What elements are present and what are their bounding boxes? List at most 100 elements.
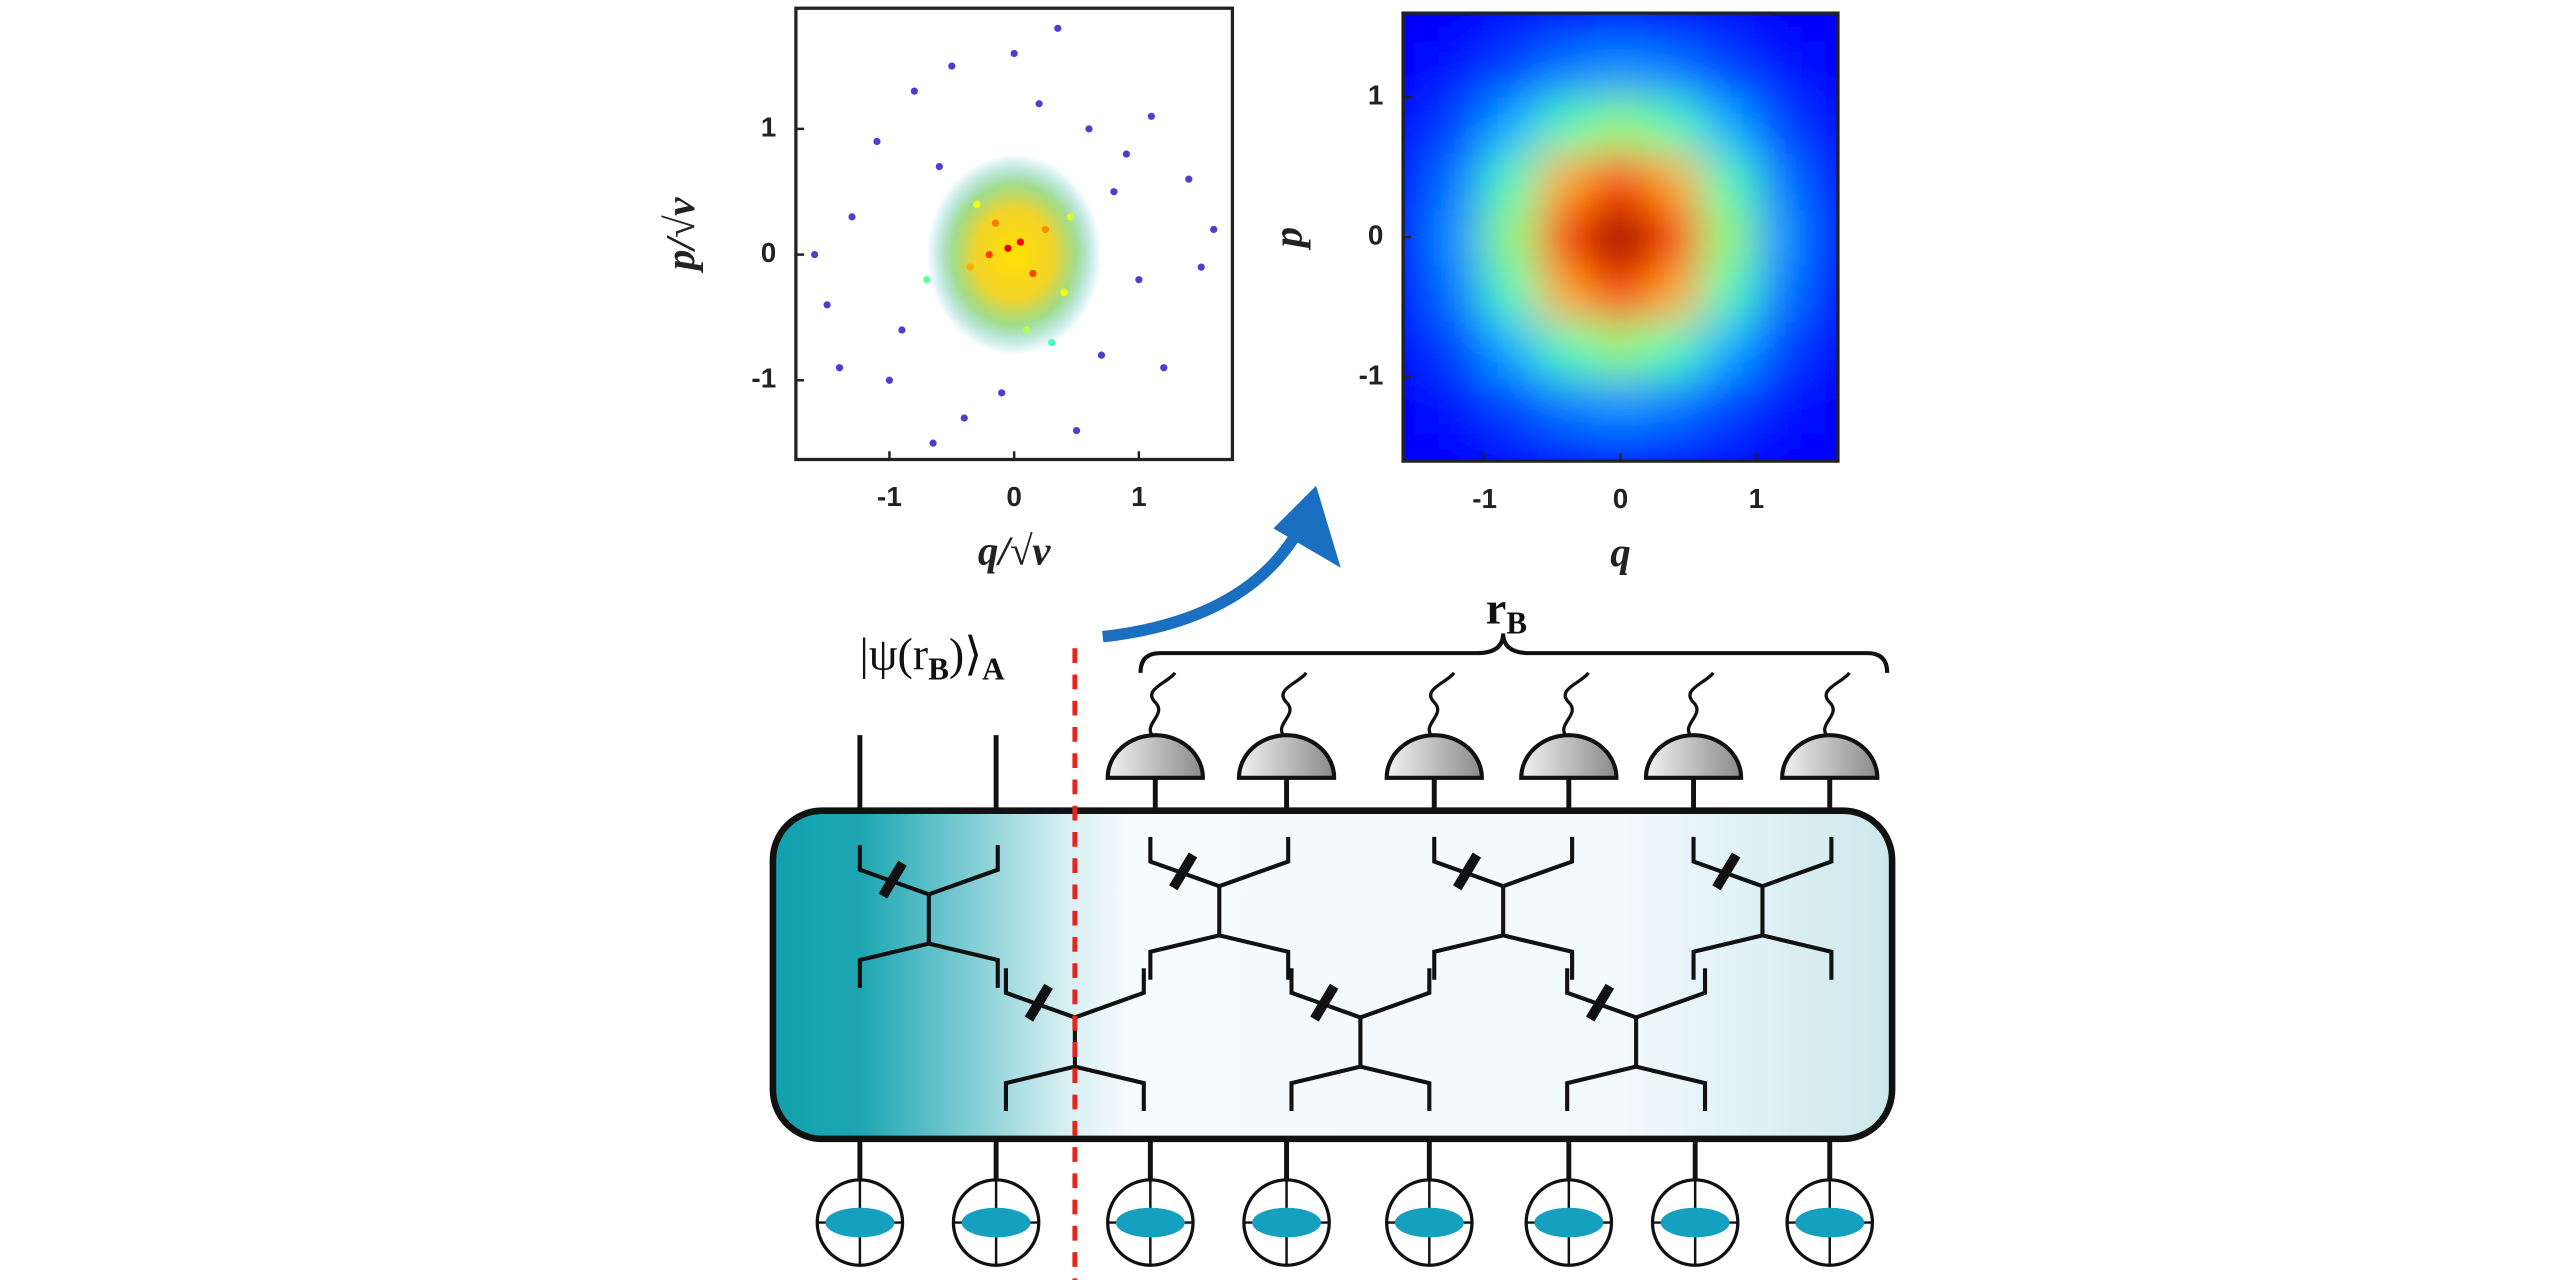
beam-splitter bbox=[1565, 968, 1708, 1111]
x-tick-label: 1 bbox=[1749, 483, 1765, 514]
heatmap-cell bbox=[1809, 432, 1838, 462]
heatmap-cell bbox=[1592, 96, 1649, 154]
point bbox=[1160, 364, 1168, 372]
point bbox=[1023, 326, 1031, 334]
label-part: A bbox=[982, 651, 1005, 686]
point bbox=[1029, 269, 1037, 278]
heatmap-cell bbox=[1483, 152, 1540, 210]
point bbox=[1097, 351, 1106, 359]
phase-shifter bbox=[1310, 983, 1339, 1022]
heatmap-cell bbox=[1701, 320, 1758, 378]
detector-wire bbox=[1427, 671, 1456, 740]
point bbox=[1054, 24, 1062, 32]
detector-wire bbox=[1279, 671, 1308, 740]
label-part: B bbox=[928, 651, 949, 686]
x-tick-label: 1 bbox=[1131, 481, 1147, 512]
heatmap-cell bbox=[1538, 376, 1595, 434]
arrow bbox=[1102, 525, 1305, 643]
beam-splitter bbox=[1432, 836, 1575, 980]
heatmap-cell bbox=[1483, 208, 1540, 266]
heatmap-cell bbox=[1403, 40, 1432, 98]
squeezed-state bbox=[1795, 1207, 1865, 1238]
y-tick-label: 1 bbox=[761, 111, 777, 142]
point bbox=[1072, 426, 1081, 435]
phase-shifter bbox=[1712, 852, 1741, 891]
heatmap-cell bbox=[1538, 264, 1595, 322]
y-tick-label: 0 bbox=[761, 237, 777, 268]
diagram: rB |ψ(rB)⟩A bbox=[769, 583, 1896, 1267]
heatmap-cell bbox=[1755, 320, 1812, 378]
heatmap-cell bbox=[1809, 40, 1838, 98]
heatmap-cell bbox=[1538, 13, 1595, 42]
heatmap-cell bbox=[1429, 376, 1486, 434]
heatmap-cell bbox=[1755, 376, 1812, 434]
squeezed-state bbox=[1660, 1207, 1730, 1238]
heatmap-cell bbox=[1809, 320, 1838, 378]
heatmap-cell bbox=[1809, 376, 1838, 434]
heatmap-cell bbox=[1429, 264, 1486, 322]
point bbox=[935, 162, 943, 171]
heatmap-cell bbox=[1429, 320, 1486, 378]
point bbox=[898, 326, 906, 334]
heatmap-cell bbox=[1592, 208, 1649, 266]
heatmap-cell bbox=[1403, 96, 1432, 154]
heatmap-cell bbox=[1483, 96, 1540, 154]
beam-splitter bbox=[1289, 968, 1432, 1111]
heatmap-cell bbox=[1592, 376, 1649, 434]
heatmap-cells bbox=[1403, 13, 1838, 462]
squeezed-state bbox=[825, 1207, 895, 1238]
phase-shifter bbox=[878, 860, 907, 899]
point bbox=[1066, 213, 1074, 221]
phase-shifter bbox=[1024, 983, 1053, 1022]
detector-wire bbox=[1823, 671, 1851, 740]
detector bbox=[1519, 733, 1619, 780]
heatmap-cell bbox=[1809, 96, 1838, 154]
heatmap-cell bbox=[1592, 13, 1649, 42]
y-tick-label: -1 bbox=[1359, 360, 1384, 391]
heatmap-cell bbox=[1403, 376, 1432, 434]
point bbox=[1041, 225, 1049, 234]
beam-splitter bbox=[1691, 836, 1834, 980]
heatmap-cell bbox=[1701, 40, 1758, 98]
measured-label: rB bbox=[1486, 583, 1527, 641]
phase-shifter bbox=[1585, 983, 1615, 1022]
beam-splitter bbox=[1148, 836, 1291, 980]
heatmap-cell bbox=[1538, 432, 1595, 462]
point bbox=[929, 439, 937, 447]
y-axis-label: p bbox=[1264, 227, 1310, 251]
heatmap-cell bbox=[1403, 264, 1432, 322]
arrow-head bbox=[1273, 485, 1341, 568]
heatmap-cell bbox=[1809, 13, 1838, 42]
point bbox=[985, 250, 993, 259]
scatter-points bbox=[810, 24, 1218, 447]
point bbox=[1135, 276, 1143, 284]
point bbox=[885, 376, 894, 384]
heatmap-cell bbox=[1755, 208, 1812, 266]
heatmap-cell bbox=[1701, 13, 1758, 42]
squeezed-state bbox=[1115, 1207, 1185, 1238]
heatmap-cell bbox=[1592, 320, 1649, 378]
heatmap-cell bbox=[1701, 152, 1758, 210]
x-axis-label: q/√ν bbox=[978, 528, 1051, 574]
squeezed-state bbox=[961, 1207, 1031, 1238]
y-tick-label: 0 bbox=[1368, 220, 1384, 251]
heatmap-cell bbox=[1646, 40, 1703, 98]
point bbox=[1185, 175, 1193, 183]
heatmap-cell bbox=[1646, 320, 1703, 378]
squeezed-state bbox=[1394, 1207, 1464, 1238]
squeezed-state bbox=[1534, 1207, 1604, 1238]
squeezed-state bbox=[1252, 1207, 1322, 1238]
point bbox=[1035, 100, 1043, 108]
heatmap-cell bbox=[1809, 152, 1838, 210]
label-part: |ψ(r bbox=[860, 629, 929, 680]
x-tick-label: -1 bbox=[1472, 483, 1497, 514]
density-glow bbox=[926, 154, 1102, 355]
point bbox=[1085, 125, 1093, 133]
detector bbox=[1643, 733, 1744, 780]
heatmap-cell bbox=[1646, 152, 1703, 210]
heatmap-cell bbox=[1646, 208, 1703, 266]
heatmap-cell bbox=[1755, 13, 1812, 42]
heatmap-cell bbox=[1429, 152, 1486, 210]
heatmap-cell bbox=[1429, 13, 1486, 42]
